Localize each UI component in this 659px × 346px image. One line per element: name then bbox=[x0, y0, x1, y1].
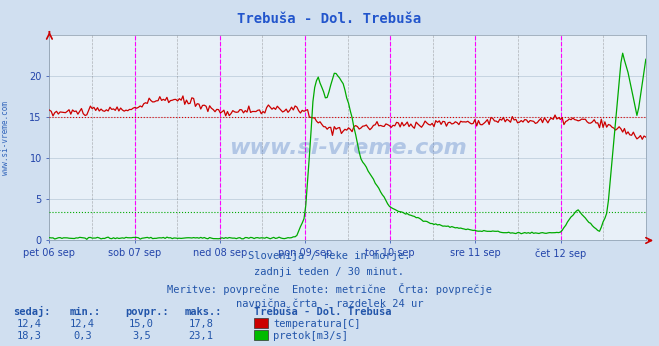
Text: Trebuša - Dol. Trebuša: Trebuša - Dol. Trebuša bbox=[237, 12, 422, 26]
Text: 17,8: 17,8 bbox=[188, 319, 214, 329]
Text: Slovenija / reke in morje.: Slovenija / reke in morje. bbox=[248, 251, 411, 261]
Text: 15,0: 15,0 bbox=[129, 319, 154, 329]
Text: www.si-vreme.com: www.si-vreme.com bbox=[229, 138, 467, 158]
Text: 0,3: 0,3 bbox=[73, 331, 92, 341]
Text: www.si-vreme.com: www.si-vreme.com bbox=[1, 101, 10, 175]
Text: pretok[m3/s]: pretok[m3/s] bbox=[273, 331, 349, 341]
Text: 23,1: 23,1 bbox=[188, 331, 214, 341]
Text: min.:: min.: bbox=[69, 307, 100, 317]
Text: temperatura[C]: temperatura[C] bbox=[273, 319, 361, 329]
Text: Meritve: povprečne  Enote: metrične  Črta: povprečje: Meritve: povprečne Enote: metrične Črta:… bbox=[167, 283, 492, 295]
Text: maks.:: maks.: bbox=[185, 307, 222, 317]
Text: Trebuša - Dol. Trebuša: Trebuša - Dol. Trebuša bbox=[254, 307, 391, 317]
Text: zadnji teden / 30 minut.: zadnji teden / 30 minut. bbox=[254, 267, 405, 277]
Text: sedaj:: sedaj: bbox=[13, 306, 51, 317]
Text: povpr.:: povpr.: bbox=[125, 307, 169, 317]
Text: 12,4: 12,4 bbox=[17, 319, 42, 329]
Text: navpična črta - razdelek 24 ur: navpična črta - razdelek 24 ur bbox=[236, 299, 423, 309]
Text: 3,5: 3,5 bbox=[132, 331, 151, 341]
Text: 18,3: 18,3 bbox=[17, 331, 42, 341]
Text: 12,4: 12,4 bbox=[70, 319, 95, 329]
